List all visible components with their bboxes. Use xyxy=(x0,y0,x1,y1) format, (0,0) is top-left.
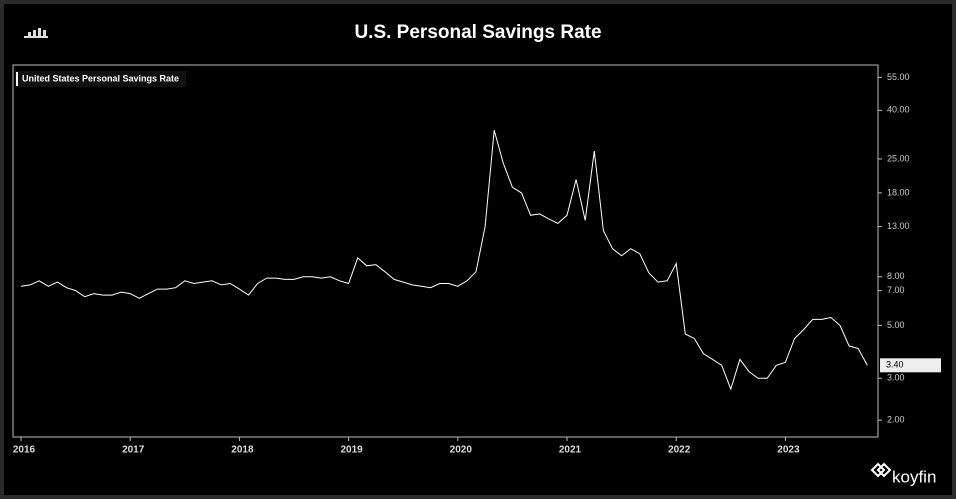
logo-mark xyxy=(24,28,48,38)
brand-icon xyxy=(870,462,892,478)
y-tick-label: 25.00 xyxy=(887,153,910,163)
y-tick-label: 8.00 xyxy=(887,271,905,281)
legend-swatch xyxy=(16,72,18,86)
brand-name: koyfin xyxy=(892,467,936,486)
legend-box xyxy=(15,71,187,87)
y-tick-label: 40.00 xyxy=(887,105,910,115)
value-label-box xyxy=(880,358,941,373)
x-tick-label: 2022 xyxy=(668,445,691,456)
x-tick-label: 2018 xyxy=(231,445,254,456)
y-tick-label: 3.00 xyxy=(887,373,905,383)
x-tick-label: 2020 xyxy=(450,445,473,456)
x-tick-label: 2019 xyxy=(340,445,363,456)
y-tick-label: 55.00 xyxy=(887,72,910,82)
x-tick-label: 2017 xyxy=(122,445,145,456)
chart-title: U.S. Personal Savings Rate xyxy=(354,22,601,43)
y-tick-label: 7.00 xyxy=(887,285,905,295)
y-tick-label: 13.00 xyxy=(887,221,910,231)
legend-label: United States Personal Savings Rate xyxy=(22,73,179,83)
plot-frame xyxy=(12,64,879,438)
y-tick-label: 5.00 xyxy=(887,320,905,330)
x-tick-label: 2021 xyxy=(559,445,582,456)
series-line xyxy=(20,130,868,391)
brand: koyfin xyxy=(870,462,936,486)
x-tick-label: 2016 xyxy=(13,445,36,456)
y-tick-label: 18.00 xyxy=(887,187,910,197)
x-tick-label: 2023 xyxy=(777,445,800,456)
y-tick-label: 2.00 xyxy=(887,415,905,425)
value-label: 3.40 xyxy=(886,360,904,370)
